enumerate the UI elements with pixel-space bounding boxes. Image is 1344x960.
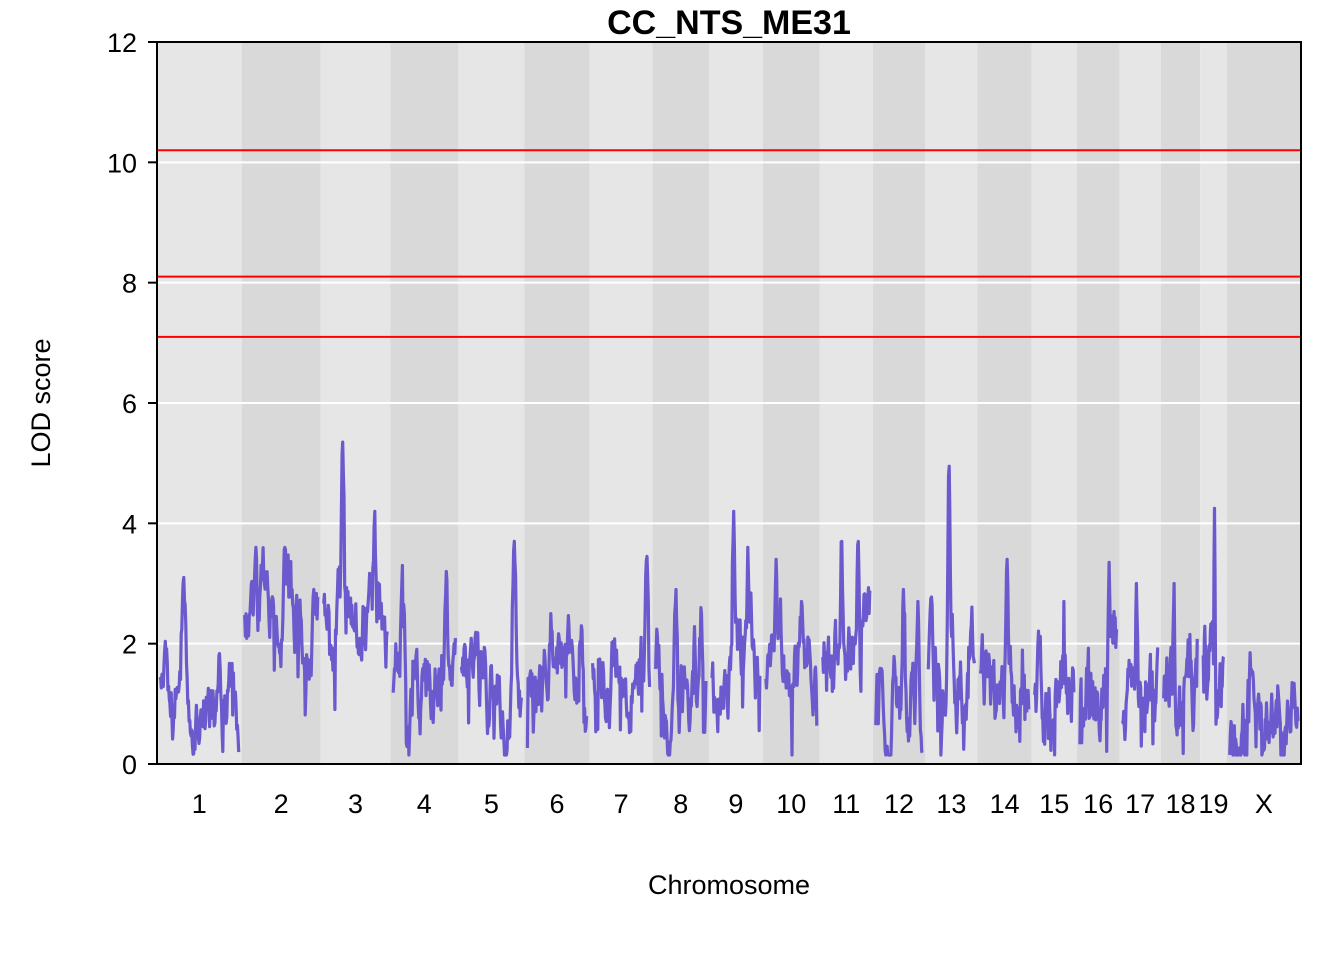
lod-line-chr-9 xyxy=(710,509,762,734)
x-axis: 1 2 3 4 5 6 7 8 9 10 11 12 13 14 15 16 17 18 19 X xyxy=(192,789,1273,819)
y-tick-label: 12 xyxy=(107,28,137,58)
x-tick-label-chr-4: 4 xyxy=(417,789,432,819)
lod-line-chr-11 xyxy=(821,539,872,693)
y-tick-label: 8 xyxy=(122,269,137,299)
lod-line-chr-1 xyxy=(158,575,241,756)
lod-line-chr-X xyxy=(1228,651,1300,757)
x-axis-title: Chromosome xyxy=(648,870,810,900)
y-tick-label: 0 xyxy=(122,750,137,780)
y-gridlines xyxy=(157,161,1301,645)
x-tick-label-chr-2: 2 xyxy=(274,789,289,819)
x-tick-label-chr-12: 12 xyxy=(884,789,914,819)
x-tick-label-chr-3: 3 xyxy=(348,789,363,819)
x-tick-label-chr-18: 18 xyxy=(1165,789,1195,819)
lod-line-chr-13 xyxy=(926,464,976,757)
y-tick-label: 4 xyxy=(122,509,137,539)
lod-line-chr-18 xyxy=(1162,581,1199,756)
y-tick-label: 10 xyxy=(107,148,137,178)
lod-line-chr-16 xyxy=(1078,560,1119,753)
x-tick-label-chr-5: 5 xyxy=(484,789,499,819)
y-axis-title: LOD score xyxy=(26,338,56,467)
x-tick-label-chr-1: 1 xyxy=(192,789,207,819)
x-tick-label-chr-10: 10 xyxy=(776,789,806,819)
x-tick-label-chr-8: 8 xyxy=(673,789,688,819)
lod-line-chr-3 xyxy=(322,440,389,712)
lod-series xyxy=(158,440,1300,757)
lod-line-chr-7 xyxy=(591,554,652,735)
lod-line-chr-5 xyxy=(459,539,523,757)
lod-line-chr-19 xyxy=(1201,506,1226,726)
x-tick-label-chr-X: X xyxy=(1255,789,1273,819)
lod-line-chr-4 xyxy=(391,563,457,757)
x-tick-label-chr-17: 17 xyxy=(1125,789,1155,819)
lod-line-chr-8 xyxy=(654,587,708,757)
x-tick-label-chr-16: 16 xyxy=(1083,789,1113,819)
lod-line-chr-15 xyxy=(1033,599,1076,757)
lod-line-chr-10 xyxy=(764,557,819,757)
x-tick-label-chr-11: 11 xyxy=(832,789,860,819)
x-tick-label-chr-14: 14 xyxy=(990,789,1020,819)
lod-line-chr-12 xyxy=(874,587,924,757)
x-tick-label-chr-13: 13 xyxy=(936,789,966,819)
x-tick-label-chr-6: 6 xyxy=(549,789,564,819)
chart-title: CC_NTS_ME31 xyxy=(607,4,851,42)
lod-line-chr-14 xyxy=(978,557,1031,743)
x-tick-label-chr-19: 19 xyxy=(1198,789,1228,819)
x-tick-label-chr-7: 7 xyxy=(614,789,629,819)
y-tick-label: 2 xyxy=(122,630,137,660)
y-axis: 0 2 4 6 8 10 12 xyxy=(107,28,157,780)
threshold-lines xyxy=(157,149,1301,338)
y-tick-label: 6 xyxy=(122,389,137,419)
lod-line-chr-17 xyxy=(1120,581,1160,748)
x-tick-label-chr-15: 15 xyxy=(1039,789,1069,819)
lod-line-chr-6 xyxy=(525,612,589,749)
x-tick-label-chr-9: 9 xyxy=(728,789,743,819)
lod-line-chr-2 xyxy=(243,545,320,717)
